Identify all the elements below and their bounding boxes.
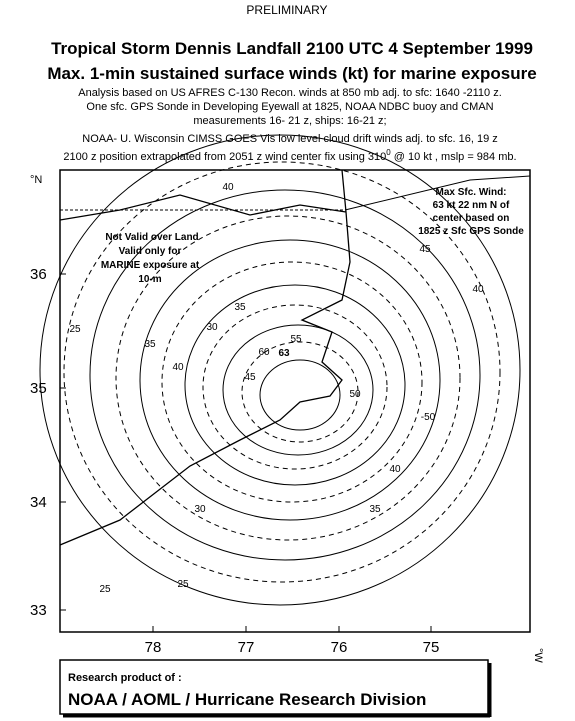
contour-label: -50 [421, 412, 436, 423]
contour-label: 35 [234, 302, 246, 313]
contour-label: 35 [369, 504, 381, 515]
lon-label: 75 [423, 639, 440, 656]
contour-label: 45 [419, 244, 431, 255]
lat-label: 35 [30, 380, 47, 397]
note-part: @ 10 kt , mslp = 984 mb. [391, 151, 517, 163]
note-part: 2100 z position extrapolated from 2051 z… [63, 151, 386, 163]
title: Max. 1-min sustained surface winds (kt) … [47, 64, 536, 83]
lon-label: 76 [331, 639, 348, 656]
contour-label: 63 [278, 348, 290, 359]
title: Tropical Storm Dennis Landfall 2100 UTC … [51, 39, 533, 58]
contour-label: 25 [69, 324, 81, 335]
footer-line: NOAA / AOML / Hurricane Research Divisio… [68, 690, 426, 709]
footer-line: Research product of : [68, 672, 182, 684]
contour-label: 40 [472, 284, 484, 295]
note: One sfc. GPS Sonde in Developing Eyewall… [86, 101, 493, 113]
coastline [59, 169, 351, 546]
max-wind-note: center based on [433, 213, 510, 224]
lat-label: 36 [30, 266, 47, 283]
contour-label: 40 [389, 464, 401, 475]
contour-label: 45 [244, 372, 256, 383]
label: PRELIMINARY [246, 3, 327, 17]
contour-label: 50 [349, 389, 361, 400]
validity-note: Not Valid over Land [105, 232, 198, 243]
contour-label: 40 [172, 362, 184, 373]
contour-label: 55 [290, 334, 302, 345]
contours [39, 134, 531, 606]
validity-note: 10-m [138, 274, 161, 285]
max-wind-note: Max Sfc. Wind: [435, 187, 506, 198]
lon-label: 77 [238, 639, 255, 656]
contour-label: 30 [206, 322, 218, 333]
note-sup: 0 [386, 148, 391, 157]
lat-unit: °N [30, 174, 42, 186]
footer-box [59, 659, 489, 715]
lat-label: 34 [30, 494, 47, 511]
note: measurements 16- 21 z, ships: 16-21 z; [193, 115, 386, 127]
max-wind-note: 63 kt 22 nm N of [433, 200, 510, 211]
contour-label: 60 [258, 347, 270, 358]
contour-label: 25 [99, 584, 111, 595]
contour-label: 30 [194, 504, 206, 515]
max-wind-note: 1825 z Sfc GPS Sonde [418, 226, 524, 237]
contour-label: 25 [177, 579, 189, 590]
lon-label: 78 [145, 639, 162, 656]
validity-note: MARINE exposure at [101, 260, 200, 271]
lon-unit: °W [532, 648, 544, 663]
contour-label: 35 [144, 339, 156, 350]
contour-label: 40 [222, 182, 234, 193]
validity-note: Valid only for [119, 246, 182, 257]
dashed-contours [63, 161, 501, 583]
note: Analysis based on US AFRES C-130 Recon. … [78, 87, 502, 99]
note: 2100 z position extrapolated from 2051 z… [63, 148, 516, 163]
lat-label: 33 [30, 602, 47, 619]
map-frame [59, 169, 531, 633]
map [39, 134, 531, 633]
note: NOAA- U. Wisconsin CIMSS GOES Vis low le… [82, 133, 498, 145]
